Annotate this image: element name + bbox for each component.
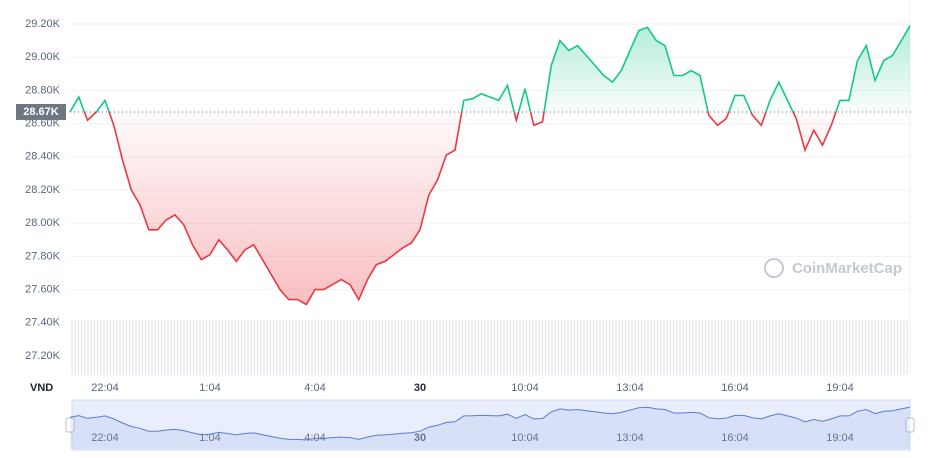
x-tick-label: 4:04 — [304, 382, 325, 394]
x-tick-label: 30 — [414, 382, 426, 394]
navigator-handle[interactable] — [905, 417, 915, 433]
y-tick-label: 27.40K — [25, 317, 61, 329]
price-line-up — [69, 25, 911, 112]
baseline-label-box — [16, 103, 66, 120]
navigator-tick-label: 19:04 — [826, 432, 854, 444]
volume-bars — [71, 320, 908, 375]
y-tick-label: 29.00K — [25, 51, 61, 63]
x-tick-label: 16:04 — [721, 382, 749, 394]
navigator-tick-label: 13:04 — [616, 432, 644, 444]
x-tick-label: 13:04 — [616, 382, 644, 394]
area-down — [70, 111, 836, 305]
navigator-tick-label: 22:04 — [91, 432, 119, 444]
y-tick-label: 29.20K — [25, 18, 61, 30]
y-tick-label: 27.60K — [25, 284, 61, 296]
y-tick-label: 28.40K — [25, 151, 61, 163]
navigator-line — [69, 406, 911, 441]
watermark: CoinMarketCap — [764, 258, 902, 278]
navigator-tick-label: 10:04 — [511, 432, 539, 444]
price-line-down — [69, 111, 837, 306]
x-tick-label: 22:04 — [91, 382, 119, 394]
x-tick-label: 1:04 — [199, 382, 220, 394]
y-tick-label: 28.80K — [25, 84, 61, 96]
y-axis-label: VND — [30, 382, 53, 394]
y-tick-label: 28.60K — [25, 118, 61, 130]
navigator-tick-label: 30 — [414, 432, 426, 444]
y-tick-label: 27.20K — [25, 350, 61, 362]
x-tick-label: 19:04 — [826, 382, 854, 394]
y-tick-label: 28.20K — [25, 184, 61, 196]
x-tick-label: 10:04 — [511, 382, 539, 394]
area-up — [70, 25, 910, 112]
navigator-tick-label: 16:04 — [721, 432, 749, 444]
baseline-label: 28.67K — [23, 106, 59, 118]
watermark-text: CoinMarketCap — [792, 260, 902, 277]
y-tick-label: 28.00K — [25, 217, 61, 229]
navigator — [71, 399, 911, 451]
y-tick-label: 27.80K — [25, 250, 61, 262]
navigator-handle[interactable] — [65, 417, 75, 433]
